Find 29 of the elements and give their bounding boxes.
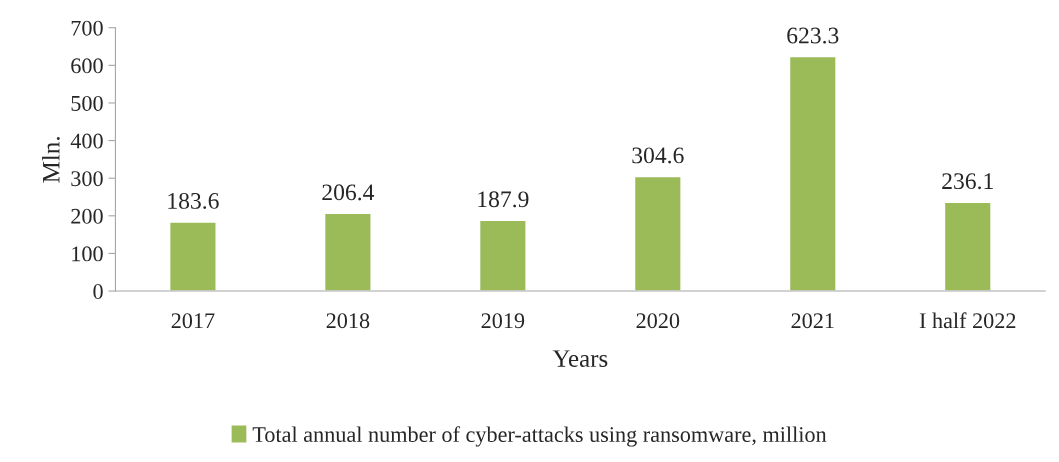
y-tick-label: 700: [71, 20, 103, 36]
bar: [323, 212, 372, 292]
legend-label: Total annual number of cyber-attacks using ransomware, million: [252, 426, 827, 447]
bar: [633, 175, 682, 292]
x-tick-label: 2017: [171, 313, 215, 329]
x-axis-title: Years: [552, 350, 608, 367]
y-tick-label: 200: [71, 208, 103, 224]
y-axis-title: Mln.: [42, 137, 60, 183]
x-tick-label: I half 2022: [919, 312, 1016, 329]
y-tick-label: 300: [71, 171, 103, 187]
data-label: 206.4: [322, 184, 375, 201]
y-tick-label: 500: [71, 95, 103, 111]
x-tick-label: 2020: [636, 313, 680, 329]
data-label: 304.6: [632, 147, 684, 164]
bar: [168, 221, 217, 292]
bar: [478, 219, 527, 292]
bar: [943, 201, 992, 292]
y-tick-label: 600: [71, 58, 103, 74]
data-label: 236.1: [942, 173, 993, 190]
data-label: 187.9: [478, 191, 529, 208]
y-tick-label: 100: [72, 246, 103, 262]
bar: [788, 55, 837, 292]
y-tick-label: 0: [93, 283, 103, 299]
data-label: 183.6: [168, 192, 219, 209]
data-label: 623.3: [787, 27, 839, 44]
y-tick-label: 400: [70, 133, 103, 149]
x-tick-label: 2018: [326, 313, 370, 329]
x-tick-label: 2021: [791, 313, 834, 329]
x-tick-label: 2019: [481, 313, 525, 329]
